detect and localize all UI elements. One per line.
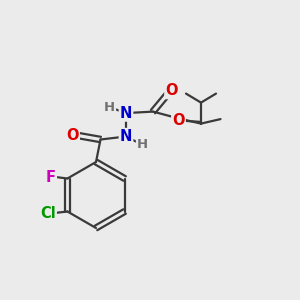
Text: O: O (66, 128, 79, 142)
Text: H: H (104, 100, 115, 114)
Text: O: O (165, 83, 178, 98)
Text: H: H (137, 138, 148, 152)
Text: N: N (120, 106, 132, 121)
Text: O: O (172, 113, 185, 128)
Text: Cl: Cl (40, 206, 56, 220)
Text: N: N (120, 129, 132, 144)
Text: F: F (46, 169, 56, 184)
